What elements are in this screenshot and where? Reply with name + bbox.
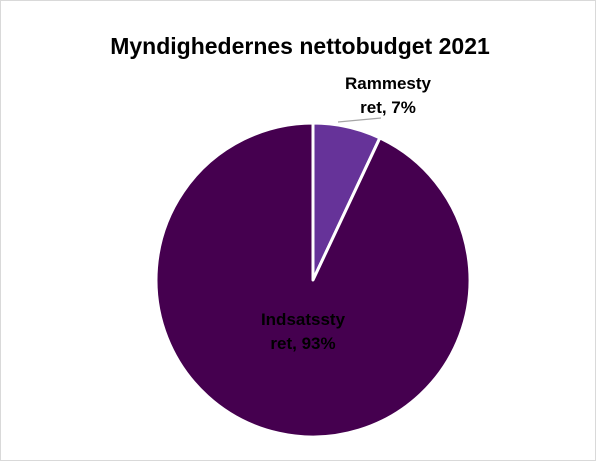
pie-slices	[154, 121, 472, 439]
data-label-indsatsstyret: Indsatssty ret, 93%	[261, 310, 346, 353]
data-label-rammestyret: Rammesty ret, 7%	[345, 74, 432, 117]
leader-line-rammestyret	[337, 117, 382, 123]
chart-title: Myndighedernes nettobudget 2021	[110, 33, 490, 59]
pie-slice-indsatsstyret	[154, 121, 472, 439]
data-labels: Rammesty ret, 7% Indsatssty ret, 93%	[261, 74, 432, 353]
